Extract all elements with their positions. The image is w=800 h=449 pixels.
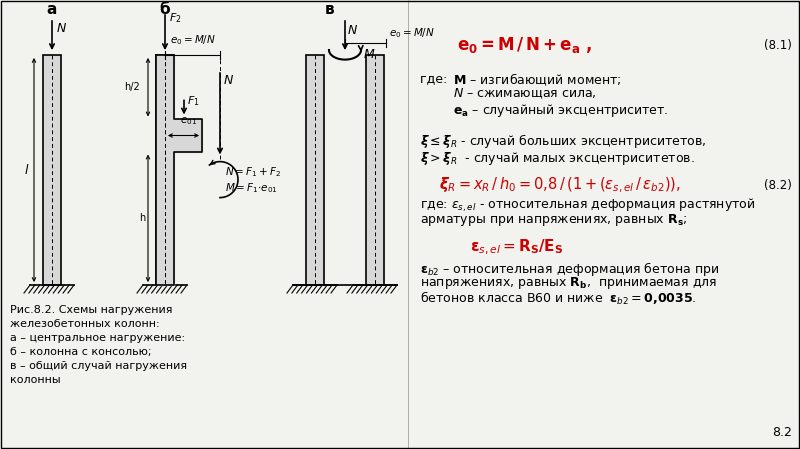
- Polygon shape: [156, 55, 202, 285]
- Bar: [306, 55, 324, 285]
- Text: а: а: [47, 3, 57, 18]
- Text: напряжениях, равных $\mathbf{R_b}$,  принимаемая для: напряжениях, равных $\mathbf{R_b}$, прин…: [420, 275, 717, 291]
- Text: $N$ – сжимающая сила,: $N$ – сжимающая сила,: [453, 87, 597, 101]
- Text: h: h: [139, 213, 145, 223]
- Text: 8.2: 8.2: [772, 426, 792, 439]
- Bar: [43, 55, 61, 285]
- Text: $\boldsymbol{\varepsilon}_{b2}$ – относительная деформация бетона при: $\boldsymbol{\varepsilon}_{b2}$ – относи…: [420, 260, 719, 278]
- Text: $N=F_1+F_2$: $N=F_1+F_2$: [225, 165, 281, 179]
- Text: $e_0=M/N$: $e_0=M/N$: [170, 33, 216, 47]
- Text: $e_0=M/N$: $e_0=M/N$: [389, 26, 435, 40]
- Text: бетонов класса В60 и ниже  $\boldsymbol{\varepsilon}_{b2} = \mathbf{0{,}0035}$.: бетонов класса В60 и ниже $\boldsymbol{\…: [420, 290, 697, 307]
- Text: Рис.8.2. Схемы нагружения: Рис.8.2. Схемы нагружения: [10, 305, 173, 315]
- Text: N: N: [57, 22, 66, 35]
- Text: l: l: [24, 163, 28, 176]
- Text: (8.2): (8.2): [764, 179, 792, 192]
- Text: $F_1$: $F_1$: [187, 94, 200, 108]
- Bar: [156, 55, 174, 285]
- Text: б: б: [160, 3, 170, 18]
- Text: $\mathbf{e_a}$ – случайный эксцентриситет.: $\mathbf{e_a}$ – случайный эксцентрисите…: [453, 102, 669, 119]
- Text: M: M: [364, 48, 374, 62]
- Text: где:: где:: [420, 72, 455, 85]
- Text: б – колонна с консолью;: б – колонна с консолью;: [10, 347, 151, 357]
- Text: где: $\varepsilon_{s,el}$ - относительная деформация растянутой: где: $\varepsilon_{s,el}$ - относительна…: [420, 197, 755, 214]
- Text: $\boldsymbol{\xi} > \boldsymbol{\xi}_R$  - случай малых эксцентриситетов.: $\boldsymbol{\xi} > \boldsymbol{\xi}_R$ …: [420, 150, 694, 167]
- Text: $M=F_1{\cdot}e_{01}$: $M=F_1{\cdot}e_{01}$: [225, 180, 278, 194]
- Text: арматуры при напряжениях, равных $\mathbf{R_s}$;: арматуры при напряжениях, равных $\mathb…: [420, 212, 687, 228]
- Text: $\boldsymbol{\varepsilon}_{s,el} = \mathbf{R_S/E_S}$: $\boldsymbol{\varepsilon}_{s,el} = \math…: [470, 238, 563, 257]
- Text: а – центральное нагружение:: а – центральное нагружение:: [10, 333, 185, 343]
- Text: $F_2$: $F_2$: [169, 11, 182, 25]
- Text: колонны: колонны: [10, 375, 61, 385]
- Text: N: N: [224, 74, 234, 87]
- Text: h/2: h/2: [124, 82, 140, 92]
- Text: $\boldsymbol{\xi}_R = x_R\,/\,h_0 = 0{,}8\,/\,(1 + (\varepsilon_{s,el}\,/\,\vare: $\boldsymbol{\xi}_R = x_R\,/\,h_0 = 0{,}…: [439, 176, 681, 195]
- Text: $\mathbf{e_0 = M\,/\,N + e_a}$ ,: $\mathbf{e_0 = M\,/\,N + e_a}$ ,: [458, 35, 593, 55]
- Text: (8.1): (8.1): [764, 39, 792, 52]
- Text: N: N: [348, 23, 358, 36]
- Text: $\boldsymbol{\xi} \leq \boldsymbol{\xi}_R$ - случай больших эксцентриситетов,: $\boldsymbol{\xi} \leq \boldsymbol{\xi}_…: [420, 132, 706, 150]
- Text: $e_{01}$: $e_{01}$: [179, 116, 197, 128]
- Text: $\mathbf{M}$ – изгибающий момент;: $\mathbf{M}$ – изгибающий момент;: [453, 72, 622, 88]
- Text: в – общий случай нагружения: в – общий случай нагружения: [10, 361, 187, 371]
- Text: в: в: [325, 3, 335, 18]
- Bar: [366, 55, 384, 285]
- Text: железобетонных колонн:: железобетонных колонн:: [10, 319, 160, 329]
